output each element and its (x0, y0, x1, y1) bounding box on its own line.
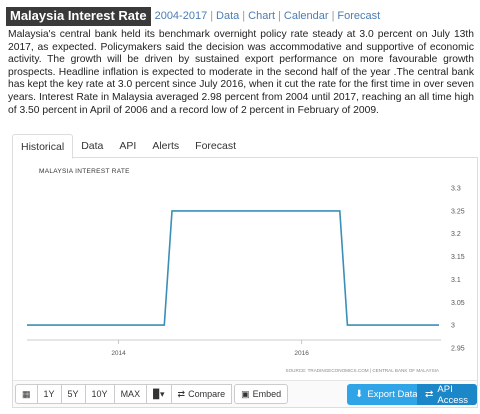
x-tick-label: 2016 (294, 350, 309, 357)
y-tick-label: 3.25 (451, 208, 465, 215)
range-max-button[interactable]: MAX (113, 384, 148, 404)
tab-alerts[interactable]: Alerts (152, 140, 180, 152)
x-tick-label: 2014 (111, 350, 126, 357)
y-tick-label: 3.15 (451, 254, 465, 261)
sub-navigation: 2004-2017 | Data | Chart | Calendar | Fo… (155, 7, 381, 26)
page-title: Malaysia Interest Rate (6, 6, 151, 26)
nav-link-chart[interactable]: Chart (248, 10, 276, 22)
calendar-button[interactable]: ▦ (15, 384, 38, 404)
range-5y-button[interactable]: 5Y (60, 384, 86, 404)
chart-type-button[interactable]: ▉▾ (146, 384, 172, 404)
chart-toolbar: ▦ 1Y 5Y 10Y MAX ▉▾ ⇄ Compare ▣ Embed ⬇ Expo… (12, 380, 478, 408)
date-range: 2004-2017 (154, 10, 208, 22)
y-tick-label: 3.1 (451, 277, 461, 284)
page-header: Malaysia Interest Rate 2004-2017 | Data … (6, 6, 380, 26)
bar-chart-icon: ▉▾ (153, 388, 165, 399)
interest-rate-chart[interactable]: MALAYSIA INTEREST RATE 3.3 3.25 3.2 3.15 3.1… (13, 158, 477, 380)
calendar-icon: ▦ (22, 388, 31, 399)
nav-separator: | (210, 10, 214, 22)
nav-separator: | (331, 10, 335, 22)
compare-label: Compare (188, 389, 226, 399)
y-tick-label: 3.2 (451, 231, 461, 238)
embed-label: Embed (252, 389, 282, 399)
y-tick-label: 2.95 (451, 346, 465, 353)
nav-separator: | (278, 10, 281, 22)
chart-source: SOURCE: TRADINGECONOMICS.COM | CENTRAL B… (286, 368, 440, 373)
chart-panel: MALAYSIA INTEREST RATE 3.3 3.25 3.2 3.15 3.1… (12, 158, 478, 380)
tab-forecast[interactable]: Forecast (195, 140, 237, 152)
api-access-button[interactable]: ⇄ API Access (417, 383, 477, 406)
image-icon: ▣ (241, 388, 250, 399)
api-label: API Access (437, 383, 469, 406)
tab-api[interactable]: API (119, 140, 137, 152)
shuffle-icon: ⇄ (177, 388, 186, 399)
y-tick-label: 3.3 (451, 186, 461, 193)
series-line (27, 210, 439, 326)
range-10y-button[interactable]: 10Y (84, 384, 115, 404)
y-tick-label: 3 (451, 323, 455, 330)
exchange-icon: ⇄ (425, 389, 434, 400)
nav-link-data[interactable]: Data (216, 10, 240, 22)
export-data-button[interactable]: ⬇ Export Data (347, 384, 426, 405)
tab-bar: Historical Data API Alerts Forecast (12, 134, 478, 159)
description-text: Malaysia's central bank held its benchma… (8, 29, 474, 116)
y-tick-label: 3.05 (451, 300, 465, 307)
download-icon: ⬇ (355, 389, 364, 400)
chart-title: MALAYSIA INTEREST RATE (39, 168, 130, 175)
range-1y-button[interactable]: 1Y (36, 384, 62, 404)
tab-historical[interactable]: Historical (12, 134, 74, 159)
nav-separator: | (242, 10, 246, 22)
compare-button[interactable]: ⇄ Compare (170, 384, 233, 404)
nav-link-calendar[interactable]: Calendar (283, 10, 329, 22)
embed-button[interactable]: ▣ Embed (234, 384, 289, 404)
tab-data[interactable]: Data (81, 140, 104, 152)
export-label: Export Data (367, 389, 418, 400)
nav-link-forecast[interactable]: Forecast (337, 10, 381, 22)
